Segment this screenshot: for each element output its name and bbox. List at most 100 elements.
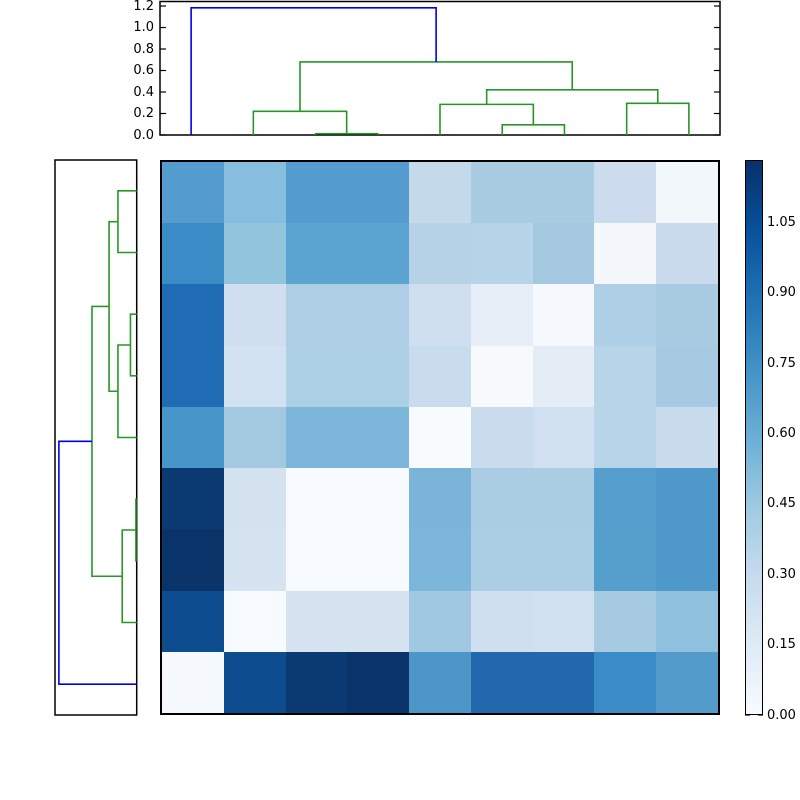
colorbar-tick-label: 0.00: [767, 707, 796, 723]
heatmap-cell-r9c6: [470, 651, 533, 713]
heatmap-cell-r1c8: [594, 162, 657, 224]
left-dendrogram-link: [58, 440, 137, 685]
heatmap-cell-r9c3: [285, 651, 348, 713]
heatmap-cell-r1c4: [347, 162, 410, 224]
top-dendrogram-link: [625, 102, 690, 135]
heatmap-cell-r7c1: [162, 529, 224, 591]
heatmap-cell-r8c5: [409, 590, 471, 652]
heatmap-cell-r9c7: [532, 651, 595, 713]
heatmap-cell-r7c8: [594, 529, 657, 591]
heatmap-cell-r1c1: [162, 162, 224, 224]
heatmap-cell-r3c1: [162, 284, 224, 346]
heatmap-cell-r5c8: [594, 406, 657, 469]
colorbar-tick-label: 0.30: [767, 566, 796, 582]
heatmap-cell-r3c9: [656, 284, 718, 346]
heatmap-cell-r1c2: [223, 162, 286, 224]
heatmap-cell-r2c9: [656, 223, 718, 285]
heatmap-cell-r3c2: [223, 284, 286, 346]
heatmap-cell-r2c2: [223, 223, 286, 285]
heatmap-cell-r8c3: [285, 590, 348, 652]
heatmap-cell-r1c7: [532, 162, 595, 224]
heatmap-cell-r5c4: [347, 406, 410, 469]
heatmap-cell-r3c4: [347, 284, 410, 346]
colorbar-tick-label: 1.05: [767, 214, 796, 230]
heatmap-cell-r7c6: [470, 529, 533, 591]
left-dendrogram-link: [117, 344, 137, 439]
heatmap-cell-r5c3: [285, 406, 348, 469]
top-dendrogram-link: [485, 89, 659, 105]
heatmap-cell-r6c7: [532, 468, 595, 530]
heatmap-cell-r4c6: [470, 345, 533, 407]
heatmap-cell-r4c3: [285, 345, 348, 407]
colorbar-tick-label: 0.15: [767, 637, 796, 653]
heatmap-cell-r2c1: [162, 223, 224, 285]
heatmap-cell-r2c8: [594, 223, 657, 285]
heatmap-cell-r8c7: [532, 590, 595, 652]
heatmap-cell-r7c3: [285, 529, 348, 591]
left-dendrogram-link: [108, 220, 118, 393]
heatmap-cell-r5c6: [470, 406, 533, 469]
heatmap-cell-r3c5: [409, 284, 471, 346]
dendrogram-y-tick-label: 0.8: [133, 41, 154, 57]
dendrogram-y-tick-label: 1.2: [133, 0, 154, 14]
top-dendrogram-link: [252, 110, 348, 135]
top-dendrogram-link: [501, 123, 566, 135]
heatmap-cell-r4c8: [594, 345, 657, 407]
heatmap-cell-r1c5: [409, 162, 471, 224]
left-dendrogram-link: [129, 313, 137, 377]
top-dendrogram-link: [190, 7, 437, 135]
heatmap-cell-r5c2: [223, 406, 286, 469]
heatmap-cell-r6c2: [223, 468, 286, 530]
heatmap-cell-r1c9: [656, 162, 718, 224]
heatmap-cell-r1c6: [470, 162, 533, 224]
heatmap-cell-r9c2: [223, 651, 286, 713]
heatmap-cell-r2c3: [285, 223, 348, 285]
heatmap-cell-r8c2: [223, 590, 286, 652]
dendrogram-y-tick-label: 0.0: [133, 127, 154, 143]
colorbar-tick-label: 0.75: [767, 355, 796, 371]
heatmap-cell-r6c5: [409, 468, 471, 530]
heatmap-cell-r4c7: [532, 345, 595, 407]
heatmap-cell-r6c3: [285, 468, 348, 530]
heatmap-cell-r5c5: [409, 406, 471, 469]
colorbar-tick-label: 0.45: [767, 496, 796, 512]
colorbar: [745, 160, 763, 715]
heatmap-cell-r8c8: [594, 590, 657, 652]
heatmap-cell-r4c9: [656, 345, 718, 407]
top-dendrogram-link: [439, 103, 535, 135]
dendrogram-y-tick-label: 1.0: [133, 20, 154, 35]
heatmap-cell-r6c9: [656, 468, 718, 530]
dendrogram-y-tick-label: 0.6: [133, 63, 154, 78]
heatmap-cell-r7c5: [409, 529, 471, 591]
heatmap-cell-r4c4: [347, 345, 410, 407]
left-dendrogram-link: [121, 529, 137, 624]
heatmap-cell-r4c5: [409, 345, 471, 407]
heatmap-cell-r2c7: [532, 223, 595, 285]
heatmap-cell-r9c4: [347, 651, 410, 713]
heatmap-cell-r2c4: [347, 223, 410, 285]
heatmap-cell-r7c4: [347, 529, 410, 591]
heatmap-cell-r5c7: [532, 406, 595, 469]
heatmap-cell-r8c6: [470, 590, 533, 652]
left-dendrogram-link: [117, 190, 137, 254]
heatmap-cell-r5c1: [162, 406, 224, 469]
heatmap-cell-r8c4: [347, 590, 410, 652]
dendrogram-y-tick-label: 0.4: [133, 84, 154, 100]
heatmap-cell-r1c3: [285, 162, 348, 224]
heatmap-cell-r3c6: [470, 284, 533, 346]
heatmap-cell-r6c8: [594, 468, 657, 530]
heatmap-cell-r5c9: [656, 406, 718, 469]
heatmap-cell-r6c1: [162, 468, 224, 530]
heatmap-cell-r9c9: [656, 651, 718, 713]
colorbar-tick-label: 0.60: [767, 426, 796, 441]
heatmap-cell-r6c4: [347, 468, 410, 530]
heatmap: [160, 160, 720, 715]
heatmap-cell-r8c1: [162, 590, 224, 652]
heatmap-cell-r2c5: [409, 223, 471, 285]
heatmap-cell-r3c3: [285, 284, 348, 346]
heatmap-cell-r9c1: [162, 651, 224, 713]
heatmap-cell-r9c5: [409, 651, 471, 713]
heatmap-cell-r7c7: [532, 529, 595, 591]
heatmap-cell-r3c7: [532, 284, 595, 346]
